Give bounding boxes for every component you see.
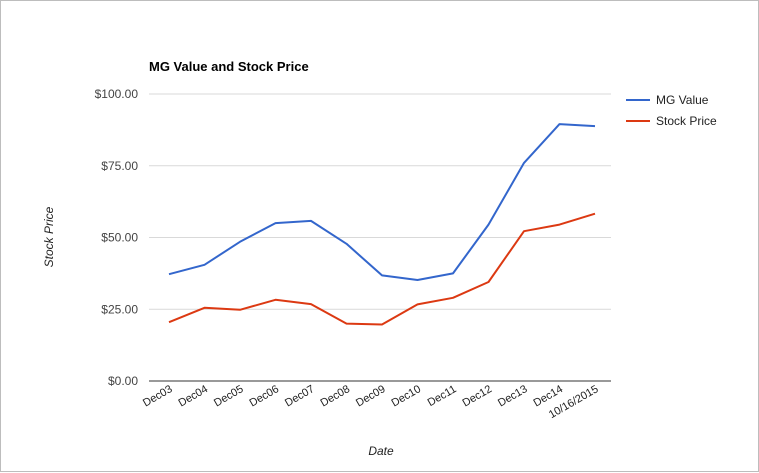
y-tick-label: $100.00 [95, 87, 139, 101]
x-tick-label: Dec03 [141, 383, 175, 409]
y-axis-ticks: $0.00 $25.00 $50.00 $75.00 $100.00 [95, 87, 139, 388]
x-tick-label: Dec07 [283, 383, 317, 409]
legend: MG Value Stock Price [626, 93, 717, 128]
x-tick-label: Dec04 [176, 383, 210, 409]
series-lines [168, 123, 596, 326]
y-tick-label: $75.00 [101, 159, 138, 173]
y-tick-label: $0.00 [108, 374, 138, 388]
x-axis-ticks: Dec03 Dec04 Dec05 Dec06 Dec07 Dec08 Dec09 Dec10… [141, 383, 601, 421]
y-axis-title: Stock Price [42, 206, 56, 267]
chart-title: MG Value and Stock Price [149, 59, 309, 74]
x-tick-label: Dec13 [496, 383, 530, 409]
x-tick-label: Dec08 [318, 383, 352, 409]
series-line-2 [168, 212, 596, 326]
y-tick-label: $50.00 [101, 231, 138, 245]
x-tick-label: Dec06 [247, 383, 281, 409]
x-tick-label: Dec11 [426, 383, 459, 409]
x-tick-label: Dec05 [212, 383, 246, 409]
y-tick-label: $25.00 [101, 302, 138, 316]
legend-label: MG Value [656, 93, 709, 107]
legend-label: Stock Price [656, 114, 717, 128]
gridlines [149, 93, 611, 382]
x-tick-label: Dec09 [354, 383, 388, 409]
x-tick-label: Dec10 [389, 383, 423, 409]
x-tick-label: Dec12 [460, 383, 494, 409]
series-line-1 [168, 123, 596, 281]
x-axis-title: Date [368, 444, 394, 458]
